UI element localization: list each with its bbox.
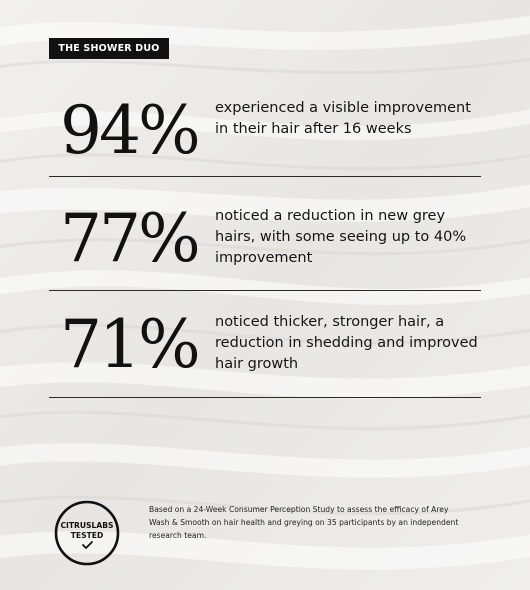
stat-description: noticed thicker, stronger hair, a reduct… [215, 314, 478, 372]
seal-line2: TESTED [71, 531, 104, 540]
divider [49, 290, 481, 291]
checkmark-icon [82, 541, 93, 549]
study-footnote: Based on a 24-Week Consumer Perception S… [149, 505, 459, 540]
seal-line1: CITRUSLABS [60, 521, 113, 530]
citruslabs-tested-seal: CITRUSLABS TESTED [54, 500, 120, 566]
product-tag: THE SHOWER DUO [49, 38, 169, 59]
stat-description: experienced a visible improvement in the… [215, 100, 471, 137]
stat-value: 71% [60, 306, 201, 383]
stat-description: noticed a reduction in new grey hairs, w… [215, 208, 467, 266]
stat-value: 77% [60, 200, 201, 277]
divider [49, 397, 481, 398]
stat-value: 94% [60, 92, 201, 169]
divider [49, 176, 481, 177]
